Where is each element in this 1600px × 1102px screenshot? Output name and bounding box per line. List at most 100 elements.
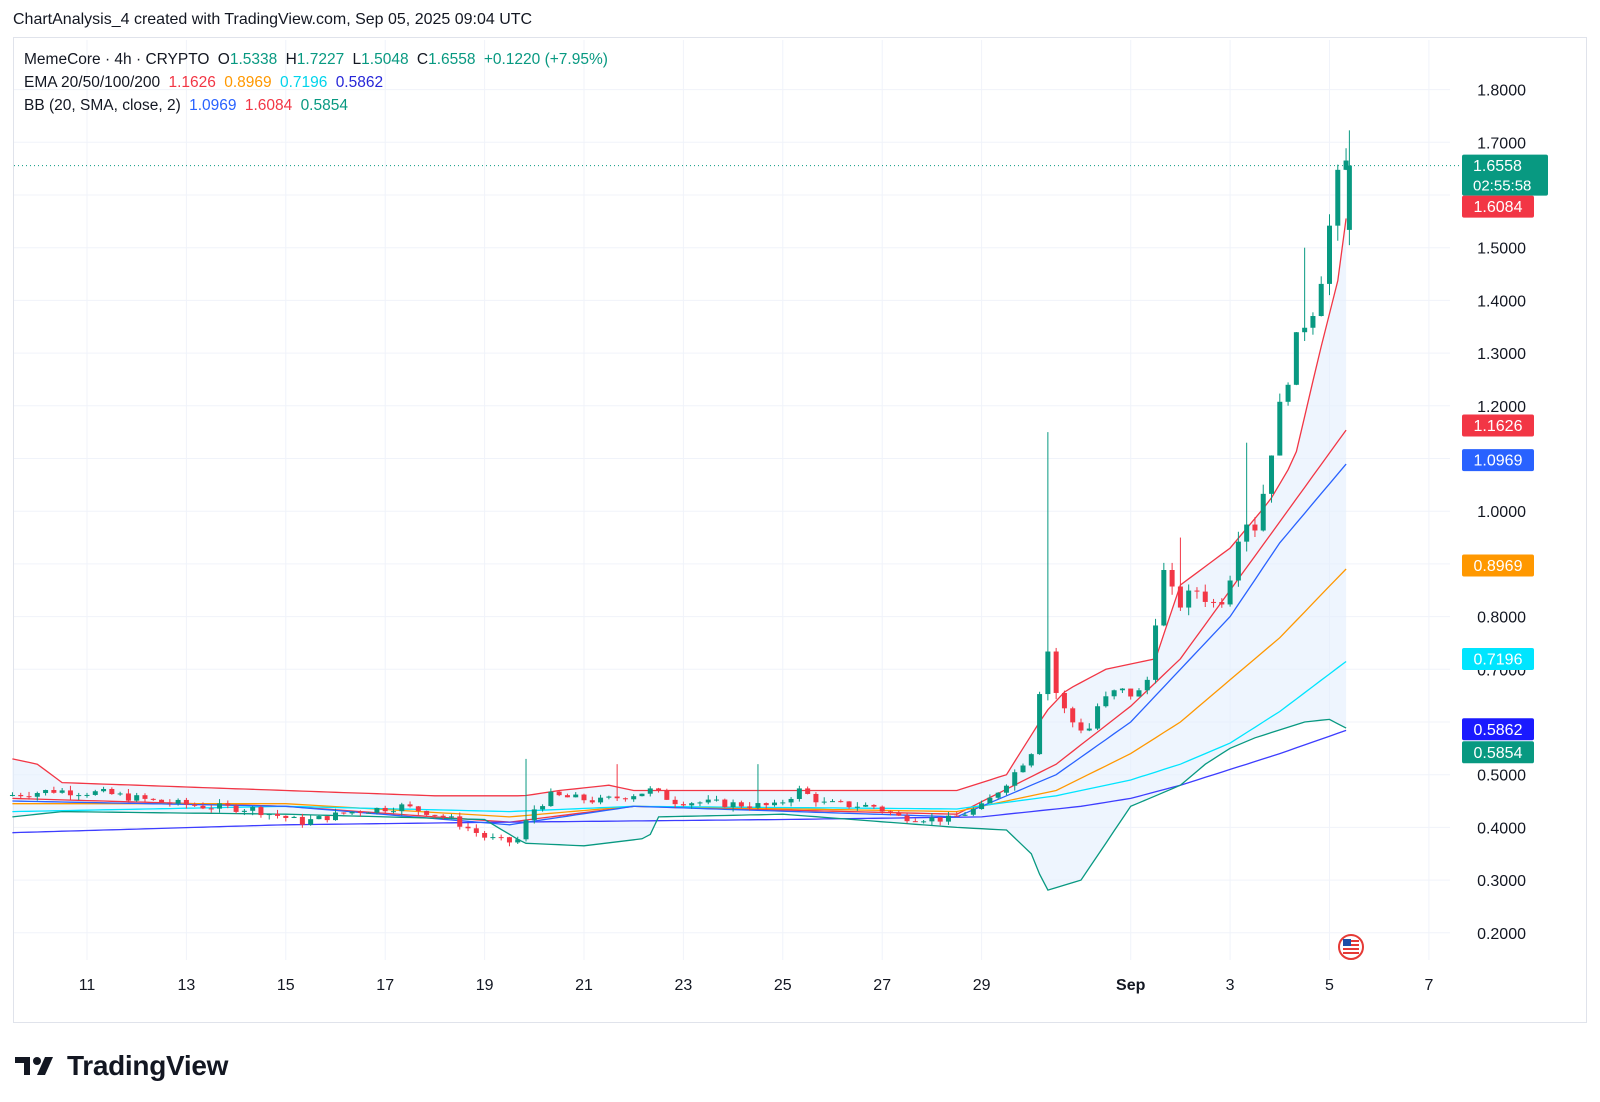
candle-body [283,815,289,818]
candle-body [457,816,463,827]
candle-body [51,790,57,793]
candle-body [962,814,968,816]
candle-body [631,796,637,800]
legend-symbol[interactable]: MemeCore · 4h · CRYPTO [24,51,210,68]
candle-body [647,788,653,794]
candle-body [1070,708,1076,723]
y-tick-label: 1.4000 [1477,293,1526,310]
candle-body [614,796,620,799]
candle-body [1111,690,1117,697]
candle-body [1177,586,1183,608]
candle-body [664,790,670,800]
legend-bb-label[interactable]: BB (20, SMA, close, 2) [24,97,181,114]
candle-body [67,790,73,796]
candle-body [1235,541,1241,581]
candle-body [26,796,32,798]
legend-high-label: H [285,51,297,68]
candle-body [1310,316,1316,328]
candle-body [747,806,753,808]
candle-body [399,804,405,812]
candle-body [564,795,570,798]
candle-body [1153,625,1159,680]
legend-ema200-value: 0.5862 [335,74,384,91]
candle-body [1252,524,1258,531]
candle-body [796,788,802,799]
candle-body [34,793,40,797]
legend-ema-label[interactable]: EMA 20/50/100/200 [24,74,161,91]
candle-body [424,810,430,815]
candle-body [374,807,380,813]
y-tick-label: 1.5000 [1477,241,1526,258]
candle-body [382,807,388,812]
candles [9,130,1352,847]
legend-ema100-value: 0.7196 [279,74,328,91]
legend-bb-lower-value: 0.5854 [300,97,348,114]
candle-body [805,788,811,794]
x-tick-label: 21 [575,977,593,994]
candle-body [556,791,562,796]
candle-body-last [1346,165,1352,230]
candle-body [970,809,976,815]
price-tag: 0.7196 [1474,651,1523,668]
price-tag-bg [1462,741,1534,764]
candle-body [846,801,852,808]
candle-body [606,796,612,798]
y-tick-label: 1.0000 [1477,504,1526,521]
price-tag-bg [1462,554,1534,577]
legend-ema-row: EMA 20/50/100/200 1.1626 0.8969 0.7196 0… [24,71,612,94]
candle-body [225,803,231,806]
candle-body [84,794,90,796]
candle-body [1095,706,1101,729]
us-flag-icon[interactable] [1338,934,1364,960]
candle-body [258,807,264,816]
price-labels: 1.6558 02:55:58 1.6084 1.1626 1.0969 0.8969 0.… [1462,154,1548,764]
candle-body [1061,692,1067,709]
bb-lower-line [12,718,1347,891]
time-axis[interactable]: 11 13 15 17 19 21 23 25 27 29 Sep 3 5 7 [79,977,1434,994]
legend-ema50-value: 0.8969 [224,74,272,91]
candle-body [1293,332,1299,385]
candle-body [465,826,471,829]
candle-body [854,806,860,808]
candle-body [390,811,396,813]
candle-body [59,790,65,793]
price-axis[interactable]: 0.20000.30000.40000.50000.70000.80001.00… [1477,83,1526,943]
candle-body [9,794,15,796]
candle-body [871,804,877,807]
candle-body [183,799,189,805]
tradingview-logo[interactable]: TradingView [15,1050,228,1082]
candle-body [125,793,131,801]
y-tick-label: 1.8000 [1477,83,1526,100]
bb-upper-line [12,218,1347,797]
y-tick-label: 0.8000 [1477,610,1526,627]
candle-body [589,800,595,803]
candle-body [1045,651,1051,695]
y-tick-label: 1.7000 [1477,135,1526,152]
candle-body [548,791,554,807]
x-tick-label: 29 [973,977,991,994]
x-tick-label: 25 [774,977,792,994]
candle-body [159,799,165,803]
candle-body [1318,283,1324,317]
candle-body [904,815,910,822]
price-tag: 0.5862 [1474,722,1523,739]
candle-body [208,808,214,810]
candle-body [954,815,960,817]
candle-body [1028,754,1034,766]
candle-body [92,791,98,795]
candle-body [316,816,322,820]
candle-body [498,837,504,839]
candle-body [473,828,479,833]
candle-body [482,832,488,838]
candle-body [639,793,645,797]
price-tag: 0.8969 [1474,558,1523,575]
candle-body [1003,785,1009,793]
candle-body [192,804,198,806]
chart-legend: MemeCore · 4h · CRYPTO O1.5338 H1.7227 L… [24,48,612,117]
candle-body [722,799,728,808]
candle-body [697,802,703,804]
candle-body [1327,225,1332,284]
candle-body [1260,493,1266,531]
candle-body [490,837,496,839]
